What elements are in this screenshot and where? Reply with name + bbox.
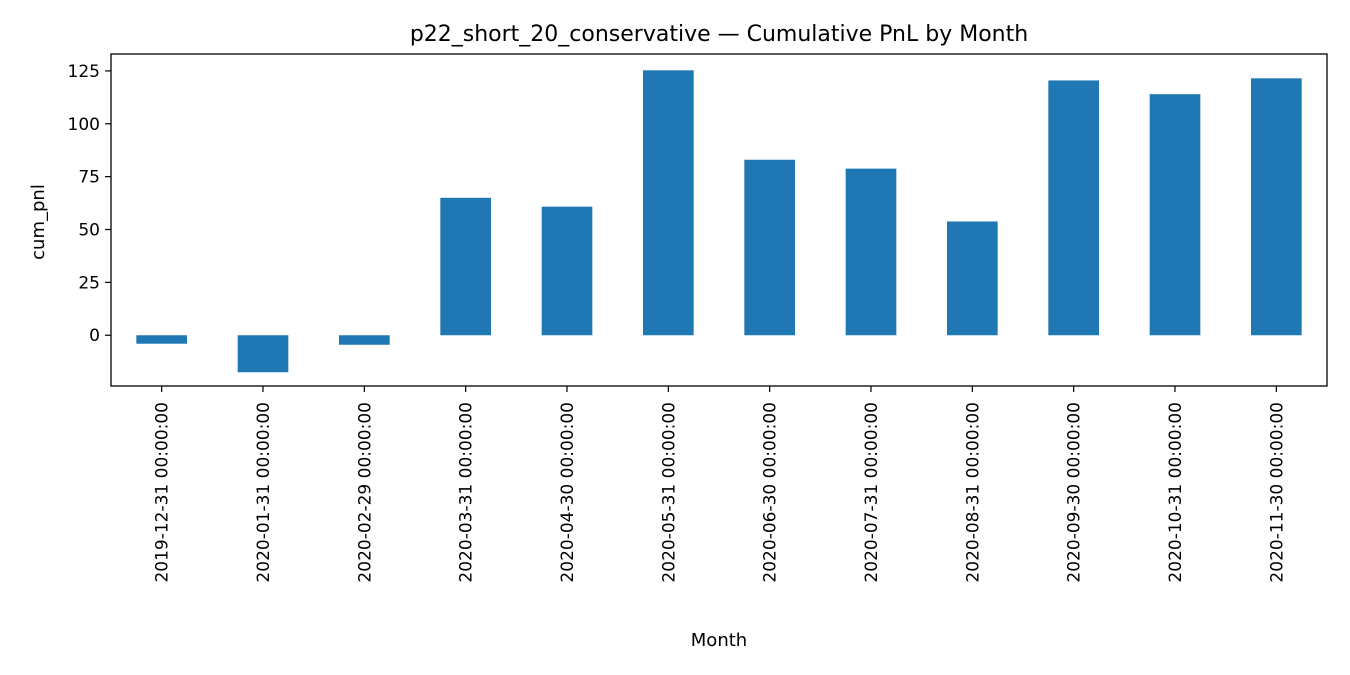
y-axis-label: cum_pnl (28, 184, 49, 260)
plot-frame (110, 53, 1328, 387)
x-tick-label: 2020-11-30 00:00:00 (1267, 402, 1287, 583)
x-tick-label: 2020-09-30 00:00:00 (1065, 402, 1085, 583)
x-tick-label: 2019-12-31 00:00:00 (153, 402, 173, 583)
bar-2020-04-30 (541, 206, 593, 336)
y-axis-ticks: 0 25 50 75 100 125 (68, 62, 111, 346)
bar-2020-02-29 (339, 335, 390, 345)
x-tick-label: 2020-04-30 00:00:00 (558, 402, 578, 583)
bar-2020-05-31 (643, 70, 694, 336)
bar-2020-11-30 (1251, 78, 1302, 336)
bar-2020-01-31 (237, 335, 289, 373)
y-tick-label: 125 (68, 62, 100, 82)
x-tick-label: 2020-05-31 00:00:00 (659, 402, 679, 583)
x-tick-label: 2020-03-31 00:00:00 (457, 402, 477, 583)
y-tick-label: 50 (78, 221, 100, 241)
bar-2020-10-31 (1149, 94, 1201, 336)
bar-2020-03-31 (440, 197, 491, 336)
x-tick-label: 2020-10-31 00:00:00 (1166, 402, 1186, 583)
y-tick-label: 25 (78, 273, 100, 293)
bars-group (136, 70, 1302, 373)
x-axis-ticks: 2019-12-31 00:00:00 2020-01-31 00:00:00 20… (153, 386, 1287, 583)
bar-2020-06-30 (744, 159, 795, 336)
x-tick-label: 2020-02-29 00:00:00 (355, 402, 375, 583)
chart-title: p22_short_20_conservative — Cumulative P… (410, 22, 1028, 47)
bar-2020-09-30 (1048, 80, 1099, 336)
x-tick-label: 2020-08-31 00:00:00 (963, 402, 983, 583)
x-tick-label: 2020-07-31 00:00:00 (862, 402, 882, 583)
bar-2020-07-31 (845, 168, 897, 336)
bar-2019-12-31 (136, 335, 187, 344)
y-tick-label: 0 (89, 326, 100, 346)
x-tick-label: 2020-01-31 00:00:00 (254, 402, 274, 583)
y-tick-label: 100 (68, 115, 100, 135)
x-axis-label: Month (691, 630, 747, 651)
x-tick-label: 2020-06-30 00:00:00 (761, 402, 781, 583)
y-tick-label: 75 (78, 168, 100, 188)
bar-2020-08-31 (947, 221, 998, 336)
